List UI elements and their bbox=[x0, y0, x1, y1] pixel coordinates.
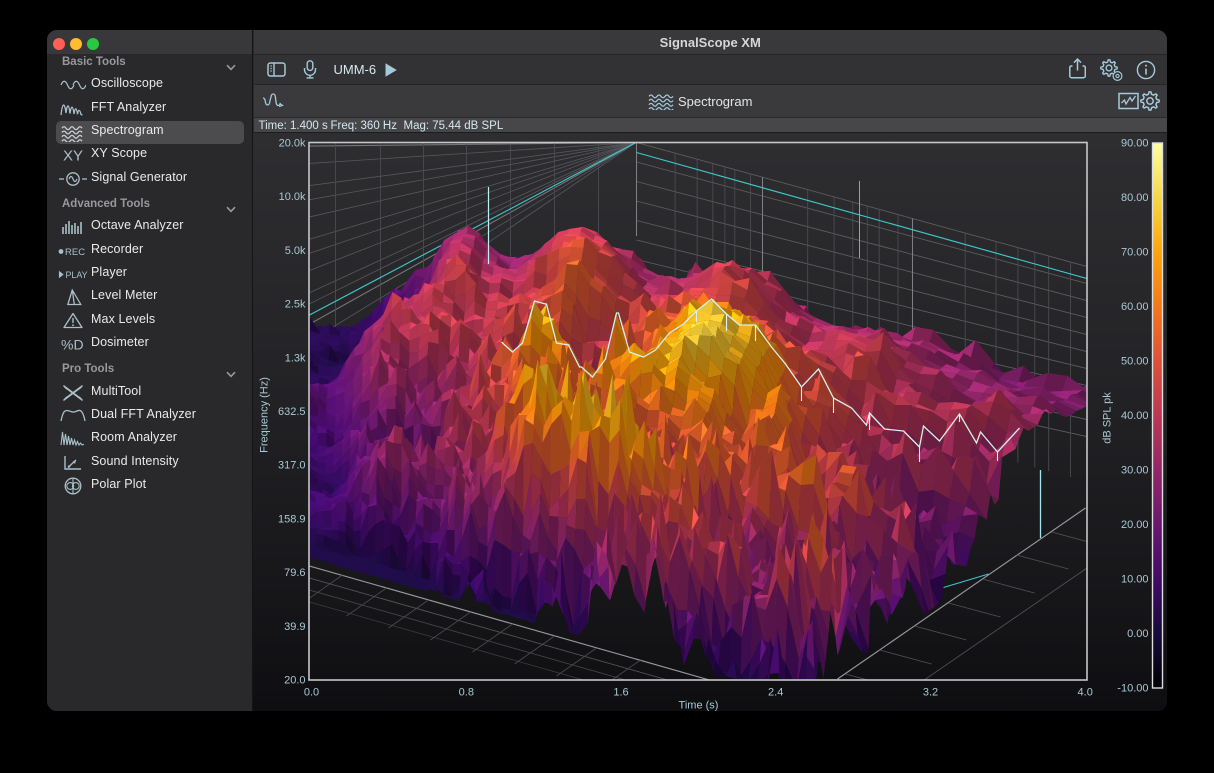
svg-text:20.0k: 20.0k bbox=[278, 138, 305, 150]
svg-text:3.2: 3.2 bbox=[922, 687, 937, 699]
svg-text:%D: %D bbox=[61, 337, 84, 353]
svg-text:30.00: 30.00 bbox=[1120, 465, 1148, 477]
svg-text:REC: REC bbox=[65, 247, 85, 258]
svg-text:0.0: 0.0 bbox=[303, 687, 318, 699]
svg-text:20.0: 20.0 bbox=[284, 675, 305, 687]
svg-text:10.0k: 10.0k bbox=[278, 191, 305, 203]
svg-text:158.9: 158.9 bbox=[277, 513, 305, 525]
svg-text:4.0: 4.0 bbox=[1077, 687, 1092, 699]
svg-text:70.00: 70.00 bbox=[1120, 247, 1148, 259]
svg-text:-10.00: -10.00 bbox=[1117, 683, 1148, 695]
svg-text:Time (s): Time (s) bbox=[678, 700, 718, 712]
svg-text:2.5k: 2.5k bbox=[284, 299, 305, 311]
svg-text:20.00: 20.00 bbox=[1120, 519, 1148, 531]
svg-text:Frequency (Hz): Frequency (Hz) bbox=[258, 377, 270, 453]
svg-text:2.4: 2.4 bbox=[768, 687, 783, 699]
svg-text:1.6: 1.6 bbox=[613, 687, 628, 699]
svg-text:80.00: 80.00 bbox=[1120, 192, 1148, 204]
svg-text:50.00: 50.00 bbox=[1120, 356, 1148, 368]
svg-text:0.8: 0.8 bbox=[458, 687, 473, 699]
svg-text:1.3k: 1.3k bbox=[284, 352, 305, 364]
svg-text:317.0: 317.0 bbox=[277, 460, 305, 472]
svg-text:0.00: 0.00 bbox=[1127, 628, 1148, 640]
svg-text:5.0k: 5.0k bbox=[284, 245, 305, 257]
svg-text:10.00: 10.00 bbox=[1120, 574, 1148, 586]
svg-text:79.6: 79.6 bbox=[284, 567, 305, 579]
svg-text:PLAY: PLAY bbox=[66, 270, 88, 280]
svg-text:632.5: 632.5 bbox=[277, 406, 305, 418]
svg-text:90.00: 90.00 bbox=[1120, 138, 1148, 150]
svg-text:40.00: 40.00 bbox=[1120, 410, 1148, 422]
svg-text:39.9: 39.9 bbox=[284, 621, 305, 633]
svg-text:dB SPL pk: dB SPL pk bbox=[1101, 392, 1113, 444]
svg-text:60.00: 60.00 bbox=[1120, 301, 1148, 313]
svg-text:XY: XY bbox=[63, 148, 83, 165]
